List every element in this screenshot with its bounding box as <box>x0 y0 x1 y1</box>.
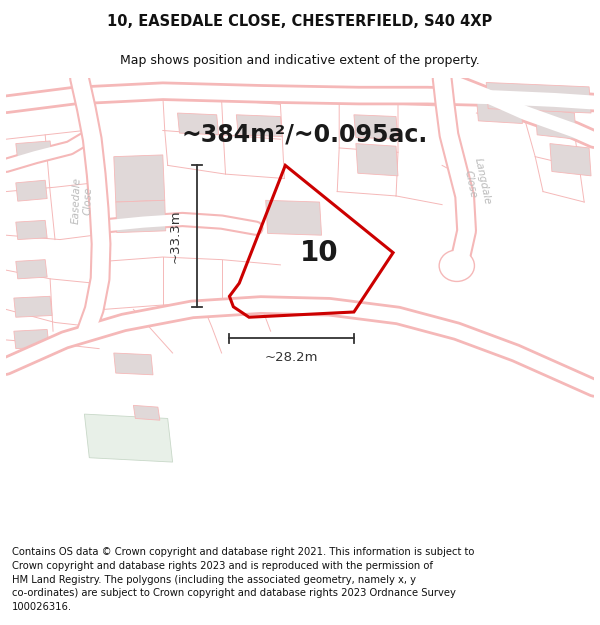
Text: ~33.3m: ~33.3m <box>169 209 182 263</box>
Polygon shape <box>476 98 523 124</box>
Polygon shape <box>535 109 577 139</box>
Polygon shape <box>114 155 165 202</box>
Text: 10: 10 <box>300 239 339 267</box>
Text: Contains OS data © Crown copyright and database right 2021. This information is : Contains OS data © Crown copyright and d… <box>12 548 475 612</box>
Polygon shape <box>16 180 47 201</box>
Polygon shape <box>133 406 160 420</box>
Text: 10, EASEDALE CLOSE, CHESTERFIELD, S40 4XP: 10, EASEDALE CLOSE, CHESTERFIELD, S40 4X… <box>107 14 493 29</box>
Text: Map shows position and indicative extent of the property.: Map shows position and indicative extent… <box>120 54 480 68</box>
Text: Langdale
Close: Langdale Close <box>461 158 492 208</box>
Text: Easedale
Close: Easedale Close <box>71 176 94 224</box>
Polygon shape <box>14 296 52 318</box>
Polygon shape <box>16 141 52 161</box>
Polygon shape <box>354 115 398 139</box>
Polygon shape <box>356 144 398 176</box>
Circle shape <box>439 250 475 281</box>
Polygon shape <box>114 353 153 375</box>
Polygon shape <box>236 115 283 137</box>
Text: ~384m²/~0.095ac.: ~384m²/~0.095ac. <box>182 123 428 147</box>
Polygon shape <box>486 82 591 113</box>
Text: ~28.2m: ~28.2m <box>265 351 319 364</box>
Polygon shape <box>550 144 591 176</box>
Polygon shape <box>16 221 47 239</box>
Polygon shape <box>116 200 166 232</box>
Polygon shape <box>85 414 173 462</box>
Polygon shape <box>178 113 218 135</box>
Polygon shape <box>14 329 49 349</box>
Polygon shape <box>266 200 322 235</box>
Polygon shape <box>16 259 47 279</box>
